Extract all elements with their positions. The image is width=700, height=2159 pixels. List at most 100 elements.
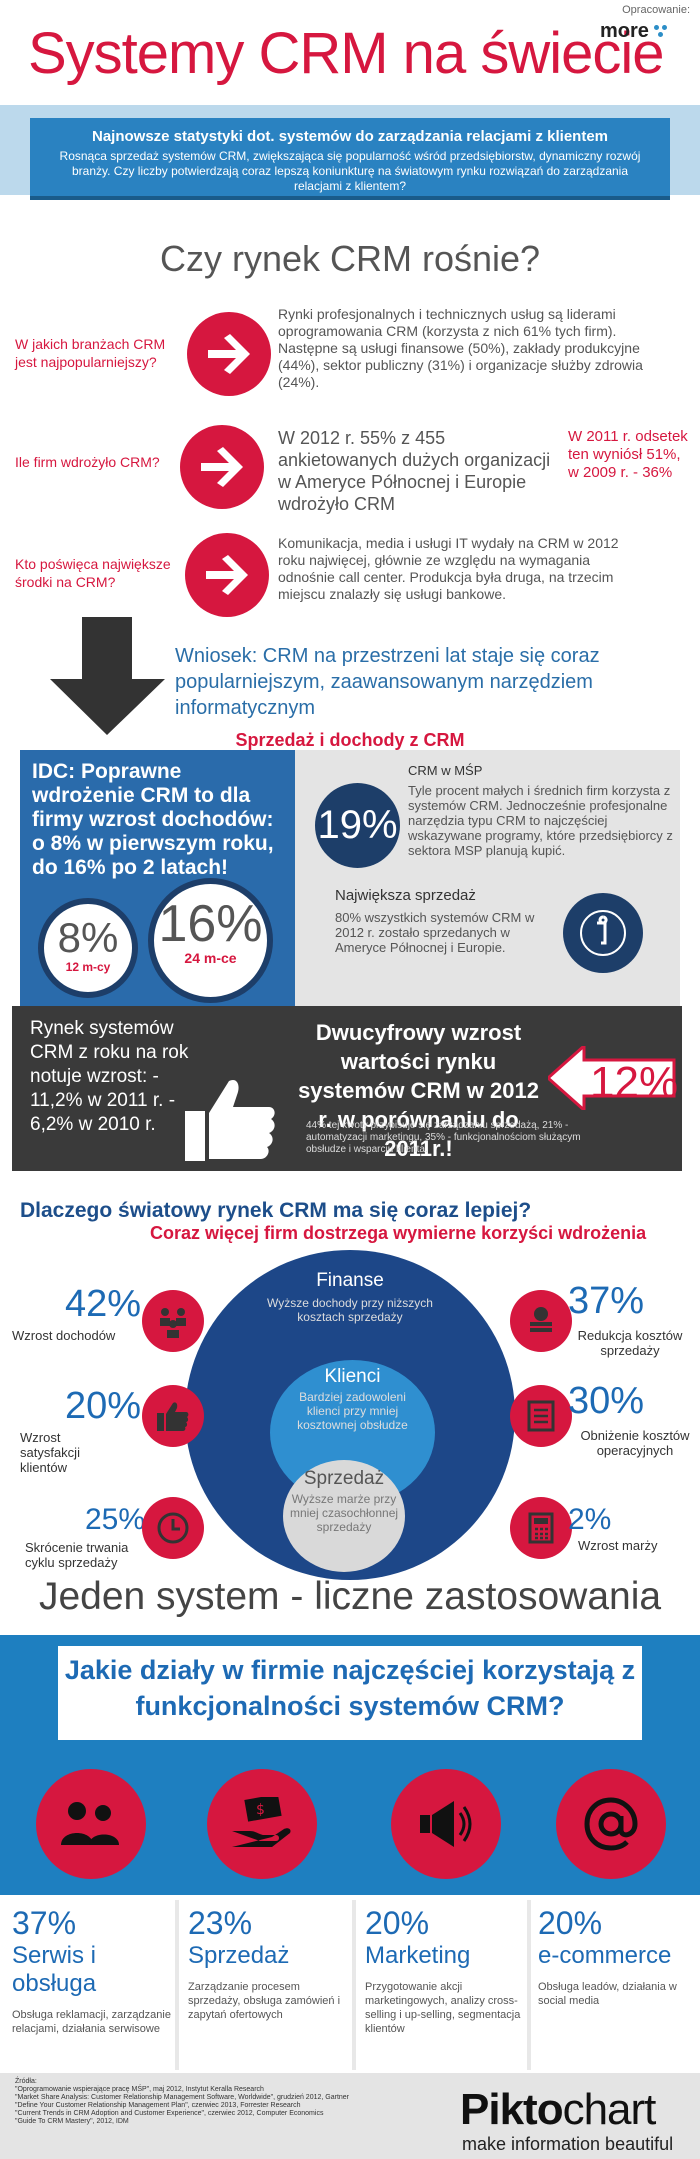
department-name: e-commerce bbox=[538, 1942, 672, 1969]
divider bbox=[352, 1900, 356, 2070]
brand-tagline: make information beautiful bbox=[462, 2134, 674, 2154]
benefit-pct: 37% bbox=[568, 1280, 645, 1322]
logo-dots-icon bbox=[654, 25, 668, 39]
divider bbox=[527, 1900, 531, 2070]
group-icon bbox=[142, 1290, 204, 1352]
msp-circle: 19% bbox=[315, 783, 400, 868]
department-name: Serwis i obsługa bbox=[12, 1942, 97, 1997]
stat-8-value: 8% bbox=[57, 914, 119, 961]
brand-part-b: chart bbox=[562, 2085, 657, 2134]
benefit-pct: 30% bbox=[568, 1380, 645, 1422]
source-item: "Market Share Analysis: Customer Relatio… bbox=[15, 2094, 350, 2101]
department-name: Sprzedaż bbox=[188, 1942, 290, 1969]
double-digit-value: 12% bbox=[590, 1058, 679, 1107]
more-logo: more bbox=[600, 20, 668, 43]
department-card: 20% Marketing Przygotowanie akcji market… bbox=[365, 1905, 525, 2075]
people-icon bbox=[36, 1769, 146, 1879]
megaphone-icon bbox=[391, 1769, 501, 1879]
growth-title: Czy rynek CRM rośnie? bbox=[159, 238, 541, 279]
department-pct: 37% bbox=[12, 1905, 77, 1941]
brand-part-a: Pikto bbox=[460, 2085, 564, 2134]
at-icon bbox=[556, 1769, 666, 1879]
stat-16-value: 16% bbox=[158, 895, 263, 953]
msp-title: CRM w MŚP bbox=[408, 763, 483, 778]
sales-ring-title: Sprzedaż bbox=[303, 1468, 385, 1489]
answer-1: Rynki profesjonalnych i technicznych usł… bbox=[278, 306, 643, 390]
one-system-title: Jeden system - liczne zastosowania bbox=[38, 1575, 662, 1618]
benefit-label: Obniżenie kosztów operacyjnych bbox=[580, 1428, 690, 1458]
divider bbox=[175, 1900, 179, 2070]
biggest-title: Największa sprzedaż bbox=[335, 887, 476, 904]
benefit-label: Wzrost marży bbox=[578, 1538, 658, 1553]
stat-16-label: 24 m-ce bbox=[184, 950, 237, 966]
benefit-label: Skrócenie trwania cyklu sprzedaży bbox=[25, 1540, 129, 1570]
idc-text: IDC: Poprawne wdrożenie CRM to dla firmy… bbox=[32, 760, 274, 879]
answer-2: W 2012 r. 55% z 455 ankietowanych dużych… bbox=[278, 428, 551, 514]
hand-icon bbox=[563, 893, 643, 973]
conclusion: Wniosek: CRM na przestrzeni lat staje si… bbox=[175, 645, 600, 719]
thumbs-up-icon bbox=[185, 1079, 275, 1161]
biggest-text: 80% wszystkich systemów CRM w 2012 r. zo… bbox=[335, 910, 535, 955]
intro-box: Najnowsze statystyki dot. systemów do za… bbox=[30, 118, 670, 200]
logo-text: more bbox=[600, 20, 649, 42]
department-pct: 23% bbox=[188, 1905, 253, 1941]
intro-title: Najnowsze statystyki dot. systemów do za… bbox=[91, 128, 608, 145]
stat-8-label: 12 m-cy bbox=[65, 960, 111, 974]
department-text: Zarządzanie procesem sprzedaży, obsługa … bbox=[188, 1981, 341, 2021]
double-digit-notes: 44% tej kwoty przypisuje się zarządzaniu… bbox=[306, 1120, 581, 1155]
answer-3: Komunikacja, media i usługi IT wydały na… bbox=[278, 535, 619, 602]
departments-title-box bbox=[55, 1643, 645, 1743]
departments-cards bbox=[0, 1895, 700, 2073]
sources-title: Źródła: bbox=[15, 2078, 37, 2085]
why-subtitle: Coraz więcej firm dostrzega wymierne kor… bbox=[150, 1223, 647, 1243]
department-pct: 20% bbox=[538, 1905, 603, 1941]
source-item: "Current Trends in CRM Adoption and Cust… bbox=[15, 2110, 324, 2117]
question-1: W jakich branżach CRM jest najpopularnie… bbox=[15, 336, 166, 370]
arrow-left-badge-icon bbox=[548, 1046, 676, 1110]
department-card: 23% Sprzedaż Zarządzanie procesem sprzed… bbox=[188, 1905, 348, 2075]
double-digit-headline: Dwucyfrowy wzrost wartości rynku systemó… bbox=[298, 1020, 539, 1161]
benefit-label: Redukcja kosztów sprzedaży bbox=[577, 1328, 683, 1358]
why-title: Dlaczego światowy rynek CRM ma się coraz… bbox=[20, 1199, 532, 1222]
clients-title: Klienci bbox=[324, 1366, 381, 1387]
sales-ring-text: Wyższe marże przy mniej czasochłonnej sp… bbox=[289, 1492, 399, 1534]
question-3: Kto poświęca największe środki na CRM? bbox=[15, 556, 171, 590]
department-text: Obsługa leadów, działania w social media bbox=[538, 1981, 677, 2007]
document-icon bbox=[510, 1385, 572, 1447]
footer bbox=[0, 2073, 700, 2159]
sources: Źródła: "Oprogramowanie wspierające prac… bbox=[15, 2078, 405, 2126]
department-pct: 20% bbox=[365, 1905, 430, 1941]
sales-ring bbox=[283, 1460, 405, 1572]
credit-label: Opracowanie: bbox=[622, 4, 690, 16]
msp-text: Tyle procent małych i średnich firm korz… bbox=[408, 783, 673, 858]
department-text: Obsługa reklamacji, zarządzanie relacjam… bbox=[12, 2009, 171, 2035]
intro-text: Rosnąca sprzedaż systemów CRM, zwiększaj… bbox=[59, 149, 641, 193]
thumbs-up-icon bbox=[142, 1385, 204, 1447]
arrow-right-icon bbox=[180, 425, 264, 509]
department-card: 37% Serwis i obsługa Obsługa reklamacji,… bbox=[12, 1905, 172, 2075]
piktochart-logo[interactable]: Piktochart bbox=[460, 2085, 657, 2135]
benefit-label: Wzrost satysfakcji klientów bbox=[20, 1430, 80, 1475]
department-card: 20% e-commerce Obsługa leadów, działania… bbox=[538, 1905, 688, 2075]
finance-text: Wyższe dochody przy niższych kosztach sp… bbox=[267, 1296, 433, 1324]
benefit-pct: 2% bbox=[568, 1503, 612, 1536]
benefit-label: Wzrost dochodów bbox=[12, 1328, 116, 1343]
source-item: "Define Your Customer Relationship Manag… bbox=[15, 2102, 301, 2109]
market-text: Rynek systemów CRM z roku na rok notuje … bbox=[30, 1018, 189, 1135]
idc-box: IDC: Poprawne wdrożenie CRM to dla firmy… bbox=[20, 750, 295, 1025]
benefit-pct: 42% bbox=[65, 1283, 142, 1325]
sales-title: Sprzedaż i dochody z CRM bbox=[235, 730, 465, 750]
department-name: Marketing bbox=[365, 1942, 471, 1969]
benefit-pct: 25% bbox=[85, 1503, 146, 1536]
side-note: W 2011 r. odsetek ten wyniósł 51%, w 200… bbox=[568, 428, 688, 481]
stat-8-circle: 8% 12 m-cy bbox=[38, 898, 138, 998]
arrow-right-icon bbox=[185, 533, 269, 617]
question-2: Ile firm wdrożyło CRM? bbox=[15, 454, 160, 470]
clock-icon bbox=[142, 1497, 204, 1559]
finance-title: Finanse bbox=[316, 1270, 384, 1291]
department-text: Przygotowanie akcji marketingowych, anal… bbox=[365, 1981, 521, 2035]
money-hand-icon: $ bbox=[207, 1769, 317, 1879]
calculator-icon bbox=[510, 1497, 572, 1559]
arrow-right-icon bbox=[187, 312, 271, 396]
benefit-pct: 20% bbox=[65, 1385, 142, 1427]
